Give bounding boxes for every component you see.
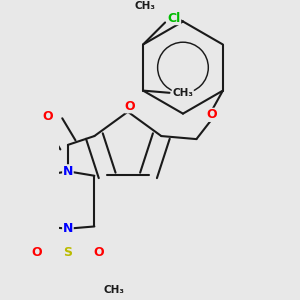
Text: O: O <box>32 246 42 260</box>
Text: CH₃: CH₃ <box>172 88 193 98</box>
Text: N: N <box>63 222 73 235</box>
Text: Cl: Cl <box>167 12 181 25</box>
Text: O: O <box>125 100 135 113</box>
Text: O: O <box>94 246 104 260</box>
Text: O: O <box>43 110 53 123</box>
Text: CH₃: CH₃ <box>103 285 124 296</box>
Text: O: O <box>206 108 217 122</box>
Text: S: S <box>63 246 72 260</box>
Text: N: N <box>63 165 73 178</box>
Text: CH₃: CH₃ <box>135 1 156 11</box>
